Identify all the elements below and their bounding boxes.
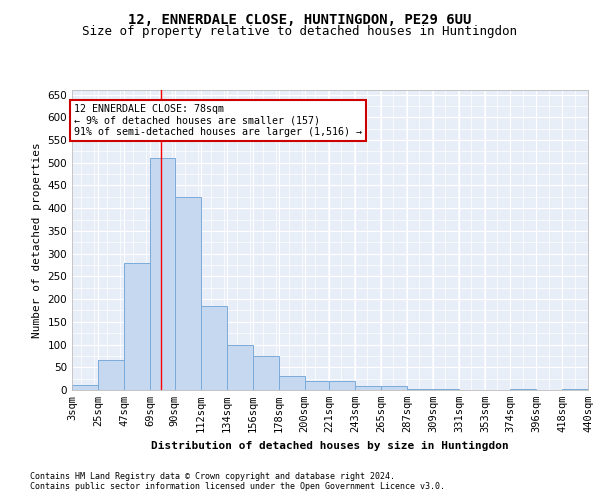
Bar: [201, 306, 227, 390]
Bar: [175, 197, 201, 390]
Bar: [562, 388, 588, 390]
Bar: [72, 386, 98, 390]
Bar: [510, 388, 536, 390]
Text: Contains HM Land Registry data © Crown copyright and database right 2024.: Contains HM Land Registry data © Crown c…: [30, 472, 395, 481]
Bar: [305, 381, 329, 390]
Text: 12, ENNERDALE CLOSE, HUNTINGDON, PE29 6UU: 12, ENNERDALE CLOSE, HUNTINGDON, PE29 6U…: [128, 12, 472, 26]
Bar: [150, 158, 175, 390]
Bar: [355, 386, 382, 390]
Bar: [98, 360, 124, 390]
Bar: [329, 381, 355, 390]
Text: Contains public sector information licensed under the Open Government Licence v3: Contains public sector information licen…: [30, 482, 445, 491]
Bar: [124, 262, 150, 390]
X-axis label: Distribution of detached houses by size in Huntingdon: Distribution of detached houses by size …: [151, 440, 509, 450]
Bar: [382, 386, 407, 390]
Bar: [407, 388, 433, 390]
Bar: [278, 376, 305, 390]
Bar: [433, 388, 459, 390]
Text: Size of property relative to detached houses in Huntingdon: Size of property relative to detached ho…: [83, 25, 517, 38]
Bar: [253, 356, 278, 390]
Text: 12 ENNERDALE CLOSE: 78sqm
← 9% of detached houses are smaller (157)
91% of semi-: 12 ENNERDALE CLOSE: 78sqm ← 9% of detach…: [74, 104, 362, 137]
Y-axis label: Number of detached properties: Number of detached properties: [32, 142, 42, 338]
Bar: [227, 344, 253, 390]
